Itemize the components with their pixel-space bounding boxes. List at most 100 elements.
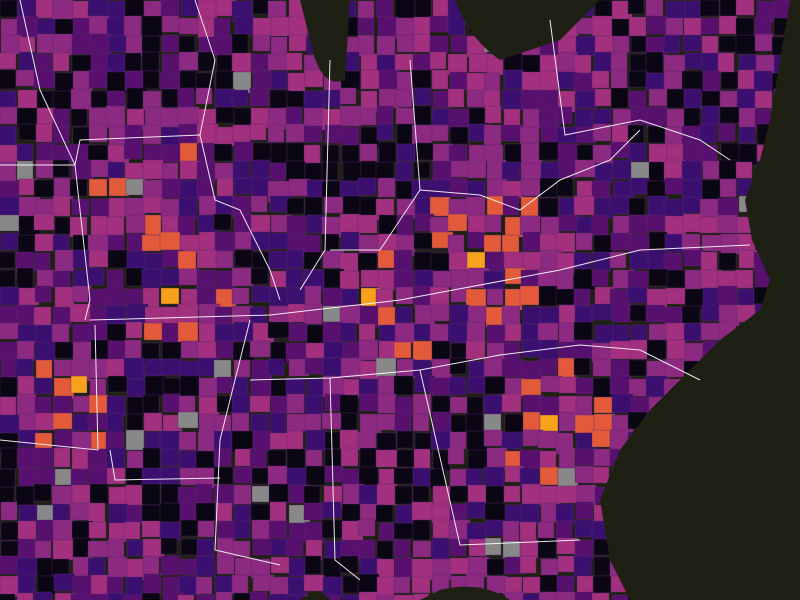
county: [88, 178, 108, 197]
county: [717, 270, 739, 289]
county: [683, 88, 702, 111]
county: [90, 574, 109, 597]
county: [484, 105, 502, 124]
county: [250, 413, 269, 433]
county: [303, 303, 323, 325]
county: [558, 159, 578, 179]
county: [557, 143, 580, 163]
county: [537, 430, 559, 449]
county: [53, 573, 76, 592]
county: [538, 107, 559, 127]
county: [537, 89, 559, 111]
county: [195, 555, 216, 577]
state-border: [109, 449, 221, 481]
county: [232, 124, 251, 143]
county: [520, 503, 540, 525]
county: [87, 557, 106, 578]
county: [646, 180, 668, 199]
county: [321, 180, 343, 198]
county: [198, 195, 217, 216]
county: [556, 575, 575, 594]
county: [215, 591, 233, 600]
county: [539, 339, 559, 362]
county: [738, 126, 756, 144]
county: [628, 90, 647, 108]
county: [376, 432, 397, 451]
county: [573, 555, 592, 578]
county: [539, 306, 562, 326]
county: [0, 214, 20, 232]
county: [666, 269, 686, 289]
county: [54, 429, 75, 449]
county: [413, 105, 432, 126]
county: [430, 303, 450, 322]
county: [537, 322, 559, 343]
county: [503, 485, 521, 503]
county: [70, 468, 90, 487]
county: [467, 214, 486, 234]
county: [394, 412, 412, 434]
county: [72, 413, 91, 432]
county: [268, 520, 288, 539]
county: [159, 72, 182, 90]
county: [106, 269, 124, 289]
county: [234, 15, 255, 36]
county: [195, 576, 213, 595]
county: [71, 33, 92, 55]
county: [197, 51, 215, 72]
county: [357, 519, 376, 537]
county: [558, 376, 579, 394]
county: [360, 69, 381, 90]
county: [53, 447, 71, 468]
county: [396, 449, 417, 468]
county: [684, 269, 702, 292]
county: [18, 504, 40, 523]
county: [141, 234, 162, 252]
county: [396, 358, 416, 379]
county: [540, 558, 559, 578]
county: [213, 213, 232, 231]
county: [196, 594, 216, 600]
county: [213, 466, 234, 485]
county: [52, 195, 71, 217]
county: [699, 123, 717, 144]
county: [34, 412, 56, 431]
county: [160, 268, 181, 286]
county: [519, 555, 537, 574]
county: [628, 142, 647, 162]
county: [161, 358, 182, 376]
county: [142, 124, 162, 145]
county: [538, 591, 558, 600]
county: [628, 197, 646, 217]
county: [538, 285, 558, 307]
county: [89, 593, 111, 600]
county: [665, 17, 684, 36]
county: [449, 431, 467, 450]
county: [107, 375, 128, 393]
county: [88, 123, 108, 143]
county: [33, 179, 55, 198]
county: [393, 522, 414, 540]
county: [412, 593, 430, 600]
county: [483, 144, 504, 162]
county: [124, 0, 145, 18]
county: [72, 395, 91, 413]
county: [395, 286, 414, 305]
county: [522, 251, 544, 271]
county: [719, 0, 738, 19]
county: [377, 16, 399, 37]
county: [339, 105, 362, 127]
county: [286, 197, 305, 215]
county: [501, 358, 524, 378]
county: [339, 304, 362, 325]
county: [412, 413, 430, 432]
county: [501, 393, 522, 413]
county: [215, 250, 234, 269]
county: [324, 448, 343, 469]
county: [358, 323, 376, 342]
county: [700, 251, 718, 273]
county: [180, 340, 199, 359]
county: [431, 124, 449, 142]
county: [178, 123, 200, 146]
county: [0, 376, 18, 398]
